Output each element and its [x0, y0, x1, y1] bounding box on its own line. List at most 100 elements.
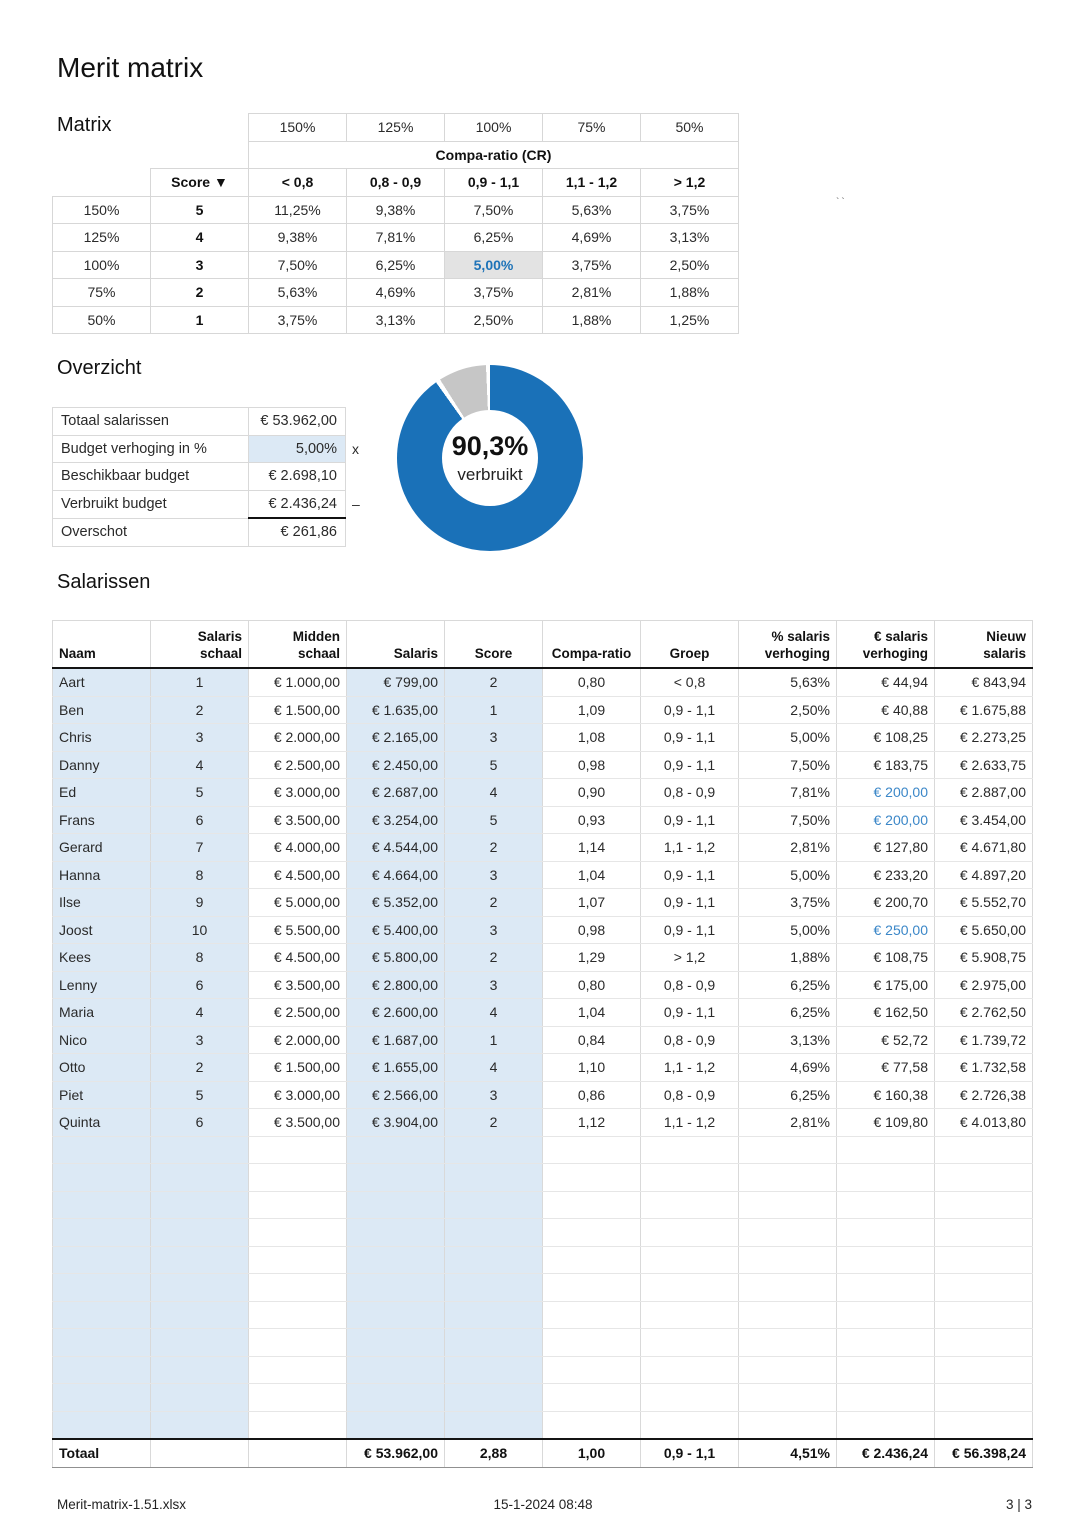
- matrix-value-cell: 6,25%: [346, 250, 445, 279]
- cell-groep: 0,8 - 0,9: [640, 970, 739, 999]
- empty-cell: [542, 1273, 641, 1302]
- empty-cell: [640, 1383, 739, 1412]
- cell-groep: 0,8 - 0,9: [640, 1080, 739, 1109]
- matrix-value-cell: 3,75%: [248, 305, 347, 334]
- cell-groep: 1,1 - 1,2: [640, 1108, 739, 1137]
- cell-pct: 5,00%: [738, 723, 837, 752]
- empty-cell: [52, 1355, 151, 1384]
- cell-nieuw: € 5.552,70: [934, 888, 1033, 917]
- empty-cell: [346, 1190, 445, 1219]
- salary-row: Maria 4 € 2.500,00 € 2.600,00 4 1,04 0,9 - 1,1…: [52, 998, 1033, 1027]
- empty-cell: [836, 1135, 935, 1164]
- empty-cell: [640, 1135, 739, 1164]
- cell-eur: € 250,00: [836, 915, 935, 944]
- cell-eur: € 200,00: [836, 805, 935, 834]
- cell-cr: 1,07: [542, 888, 641, 917]
- empty-row: [52, 1328, 1033, 1357]
- empty-cell: [346, 1163, 445, 1192]
- matrix-top-label: 50%: [640, 113, 739, 142]
- cell-midden: € 5.000,00: [248, 888, 347, 917]
- salary-row: Joost 10 € 5.500,00 € 5.400,00 3 0,98 0,9 - 1,…: [52, 915, 1033, 944]
- empty-cell: [150, 1190, 249, 1219]
- cell-midden: € 4.000,00: [248, 833, 347, 862]
- matrix-empty-cell: [53, 141, 151, 169]
- overview-row: Totaal salarissen € 53.962,00: [52, 407, 372, 436]
- cell-eur: € 233,20: [836, 860, 935, 889]
- cell-score: 2: [444, 667, 543, 697]
- empty-row: [52, 1383, 1033, 1412]
- empty-cell: [248, 1273, 347, 1302]
- empty-cell: [738, 1245, 837, 1274]
- cell-midden: € 3.500,00: [248, 1108, 347, 1137]
- empty-cell: [738, 1273, 837, 1302]
- matrix-top-label: 75%: [542, 113, 641, 142]
- cell-midden: € 3.000,00: [248, 1080, 347, 1109]
- cell-eur: € 160,38: [836, 1080, 935, 1109]
- salary-row: Chris 3 € 2.000,00 € 2.165,00 3 1,08 0,9 - 1,1…: [52, 723, 1033, 752]
- column-header-nieuw: Nieuw salaris: [934, 620, 1033, 669]
- empty-cell: [346, 1383, 445, 1412]
- overview-operator: [346, 518, 372, 546]
- matrix-score-header: Score ▼: [150, 168, 249, 197]
- cell-nieuw: € 3.454,00: [934, 805, 1033, 834]
- total-cell-cr: 1,00: [542, 1438, 641, 1468]
- empty-cell: [836, 1190, 935, 1219]
- empty-cell: [738, 1135, 837, 1164]
- empty-cell: [248, 1245, 347, 1274]
- matrix-data-row: 75% 2 5,63% 4,69% 3,75% 2,81% 1,88%: [52, 278, 739, 307]
- cell-nieuw: € 4.671,80: [934, 833, 1033, 862]
- cell-nieuw: € 2.273,25: [934, 723, 1033, 752]
- overview-value: € 2.436,24: [248, 489, 346, 519]
- cell-cr: 1,08: [542, 723, 641, 752]
- cell-nieuw: € 1.739,72: [934, 1025, 1033, 1054]
- cell-pct: 5,00%: [738, 860, 837, 889]
- empty-cell: [738, 1300, 837, 1329]
- empty-cell: [444, 1300, 543, 1329]
- matrix-row-label: 50%: [52, 305, 151, 334]
- overview-operator: [346, 408, 372, 436]
- cell-eur: € 108,75: [836, 943, 935, 972]
- budget-donut-chart: 90,3% verbruikt: [397, 365, 583, 551]
- cell-midden: € 2.500,00: [248, 998, 347, 1027]
- empty-cell: [640, 1190, 739, 1219]
- empty-cell: [640, 1300, 739, 1329]
- empty-cell: [542, 1328, 641, 1357]
- empty-cell: [346, 1300, 445, 1329]
- column-header-salaris: Salaris: [346, 620, 445, 669]
- donut-label: verbruikt: [457, 465, 523, 484]
- page-footer: Merit-matrix-1.51.xlsx 15-1-2024 08:48 3…: [0, 1497, 1086, 1517]
- total-cell-pct: 4,51%: [738, 1438, 837, 1468]
- cell-midden: € 1.500,00: [248, 1053, 347, 1082]
- donut-percentage: 90,3%: [451, 431, 529, 461]
- cell-midden: € 2.000,00: [248, 1025, 347, 1054]
- cell-groep: 1,1 - 1,2: [640, 1053, 739, 1082]
- column-header-midden: Midden schaal: [248, 620, 347, 669]
- page-title: Merit matrix: [57, 52, 204, 83]
- total-row: Totaal € 53.962,00 2,88 1,00 0,9 - 1,1 4,51% €…: [52, 1438, 1033, 1468]
- empty-cell: [346, 1218, 445, 1247]
- cell-eur: € 40,88: [836, 695, 935, 724]
- cell-salaris: € 2.566,00: [346, 1080, 445, 1109]
- overview-row: Beschikbaar budget € 2.698,10: [52, 462, 372, 491]
- cell-salaris: € 4.664,00: [346, 860, 445, 889]
- cell-naam: Piet: [52, 1080, 151, 1109]
- matrix-value-cell: 1,88%: [542, 305, 641, 334]
- cell-pct: 5,63%: [738, 667, 837, 697]
- cell-cr: 1,29: [542, 943, 641, 972]
- empty-row: [52, 1135, 1033, 1164]
- empty-cell: [346, 1355, 445, 1384]
- total-cell-groep: 0,9 - 1,1: [640, 1438, 739, 1468]
- cell-groep: 0,9 - 1,1: [640, 888, 739, 917]
- matrix-top-label: 100%: [444, 113, 543, 142]
- empty-cell: [934, 1135, 1033, 1164]
- empty-row: [52, 1163, 1033, 1192]
- empty-cell: [150, 1218, 249, 1247]
- merit-matrix-table: 150% 125% 100% 75% 50% Compa-ratio (CR) Score …: [52, 113, 739, 334]
- empty-cell: [444, 1218, 543, 1247]
- matrix-value-cell: 6,25%: [444, 223, 543, 252]
- cell-midden: € 3.000,00: [248, 778, 347, 807]
- empty-cell: [248, 1135, 347, 1164]
- overview-label: Totaal salarissen: [52, 407, 249, 436]
- cell-cr: 1,12: [542, 1108, 641, 1137]
- cell-score: 3: [444, 1080, 543, 1109]
